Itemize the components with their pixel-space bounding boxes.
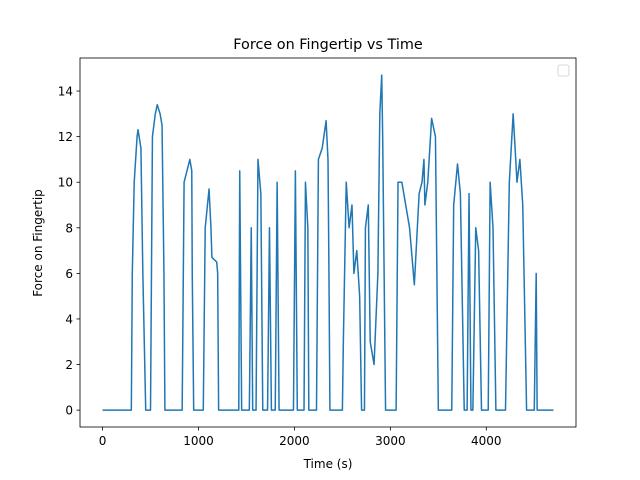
plot-area — [102, 74, 554, 411]
y-tick-label: 10 — [58, 176, 73, 190]
y-axis-label: Force on Fingertip — [31, 189, 45, 297]
y-tick-label: 2 — [65, 358, 73, 372]
x-tick-label: 2000 — [279, 434, 310, 448]
y-tick-label: 8 — [65, 221, 73, 235]
y-tick-label: 12 — [58, 130, 73, 144]
x-tick-label: 1000 — [183, 434, 214, 448]
data-line — [102, 74, 554, 411]
y-tick-label: 4 — [65, 312, 73, 326]
chart-title: Force on Fingertip vs Time — [233, 37, 423, 53]
axes-frame — [79, 57, 577, 428]
legend-box — [557, 64, 570, 77]
x-tick-label: 0 — [99, 434, 107, 448]
x-axis-label: Time (s) — [303, 457, 353, 471]
y-tick-label: 0 — [65, 404, 73, 418]
y-tick-label: 6 — [65, 267, 73, 281]
x-tick-label: 4000 — [471, 434, 502, 448]
y-tick-label: 14 — [58, 85, 73, 99]
x-tick-label: 3000 — [375, 434, 406, 448]
